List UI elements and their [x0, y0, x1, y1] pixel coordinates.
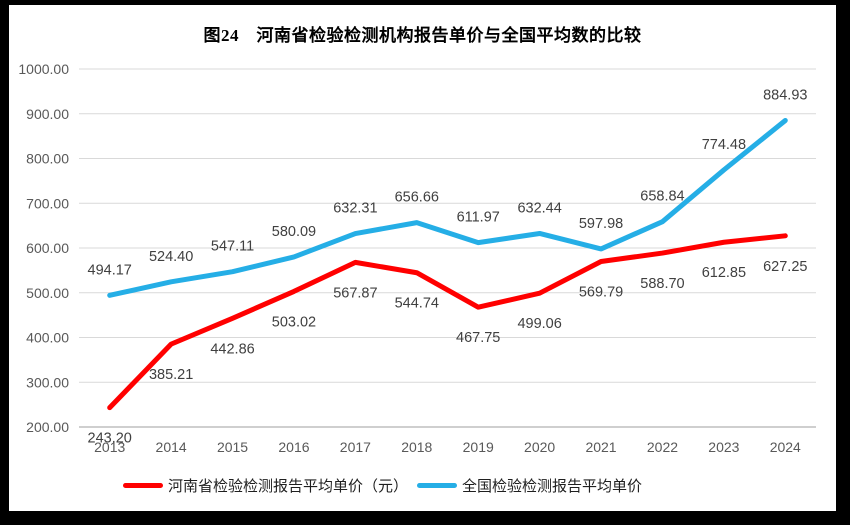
x-tick-label: 2021 — [585, 439, 616, 455]
data-label-1: 494.17 — [88, 262, 132, 278]
y-tick-label: 200.00 — [26, 419, 69, 435]
data-label-1: 632.31 — [333, 201, 377, 217]
legend-label-national: 全国检验检测报告平均单价 — [462, 478, 643, 495]
x-tick-label: 2020 — [524, 439, 555, 455]
data-label-1: 611.97 — [457, 210, 500, 226]
x-tick-label: 2018 — [401, 439, 432, 455]
legend-item-henan: 河南省检验检测报告平均单价（元） — [122, 475, 408, 496]
series-line-1 — [107, 117, 788, 298]
data-label-1: 580.09 — [272, 224, 316, 240]
data-label-0: 588.70 — [640, 276, 684, 292]
series-line-0 — [107, 233, 788, 411]
x-tick-label: 2019 — [463, 439, 494, 455]
data-label-0: 467.75 — [456, 330, 500, 346]
legend-swatch-blue-line — [417, 483, 457, 488]
data-label-1: 774.48 — [702, 137, 746, 153]
data-label-1: 632.44 — [517, 200, 561, 216]
chart-card: 图24 河南省检验检测机构报告单价与全国平均数的比较 200.00 300.00 4… — [9, 5, 836, 511]
y-tick-label: 600.00 — [26, 240, 69, 256]
line-chart-plot: 200.00 300.00 400.00 500.00 600.00 700.00 800.… — [18, 61, 816, 455]
x-tick-label: 2014 — [156, 439, 187, 455]
x-tick-label: 2016 — [278, 439, 309, 455]
x-tick-label: 2022 — [647, 439, 678, 455]
data-label-1: 658.84 — [640, 189, 684, 205]
data-label-0: 569.79 — [579, 285, 623, 301]
data-label-0: 385.21 — [149, 367, 193, 383]
data-label-1: 597.98 — [579, 216, 623, 232]
data-label-1: 547.11 — [211, 239, 254, 255]
data-label-0: 612.85 — [702, 265, 746, 281]
data-label-1: 884.93 — [763, 87, 807, 103]
data-label-0: 243.20 — [88, 431, 132, 447]
y-tick-label: 400.00 — [26, 330, 69, 346]
y-tick-label: 800.00 — [26, 151, 69, 167]
legend-item-national: 全国检验检测报告平均单价 — [417, 475, 642, 496]
y-tick-label: 500.00 — [26, 285, 69, 301]
x-tick-label: 2023 — [708, 439, 739, 455]
data-label-1: 524.40 — [149, 249, 193, 265]
x-tick-label: 2013 — [94, 439, 125, 455]
data-label-0: 503.02 — [272, 314, 316, 330]
data-label-0: 499.06 — [517, 316, 561, 332]
data-label-0: 544.74 — [395, 296, 439, 312]
y-tick-label: 900.00 — [26, 106, 69, 122]
legend-swatch-red-line — [122, 483, 163, 488]
y-tick-label: 1000.00 — [18, 61, 69, 77]
data-label-1: 656.66 — [395, 190, 439, 206]
data-label-0: 567.87 — [333, 285, 377, 301]
x-tick-label: 2015 — [217, 439, 248, 455]
x-tick-label: 2017 — [340, 439, 371, 455]
chart-title: 图24 河南省检验检测机构报告单价与全国平均数的比较 — [203, 26, 642, 45]
legend-label-henan: 河南省检验检测报告平均单价（元） — [167, 478, 408, 495]
y-tick-label: 700.00 — [26, 195, 69, 211]
data-label-0: 627.25 — [763, 259, 807, 275]
chart-legend: 河南省检验检测报告平均单价（元） 全国检验检测报告平均单价 — [0, 475, 796, 496]
data-label-0: 442.86 — [210, 341, 254, 357]
y-tick-label: 300.00 — [26, 374, 69, 390]
x-tick-label: 2024 — [770, 439, 801, 455]
